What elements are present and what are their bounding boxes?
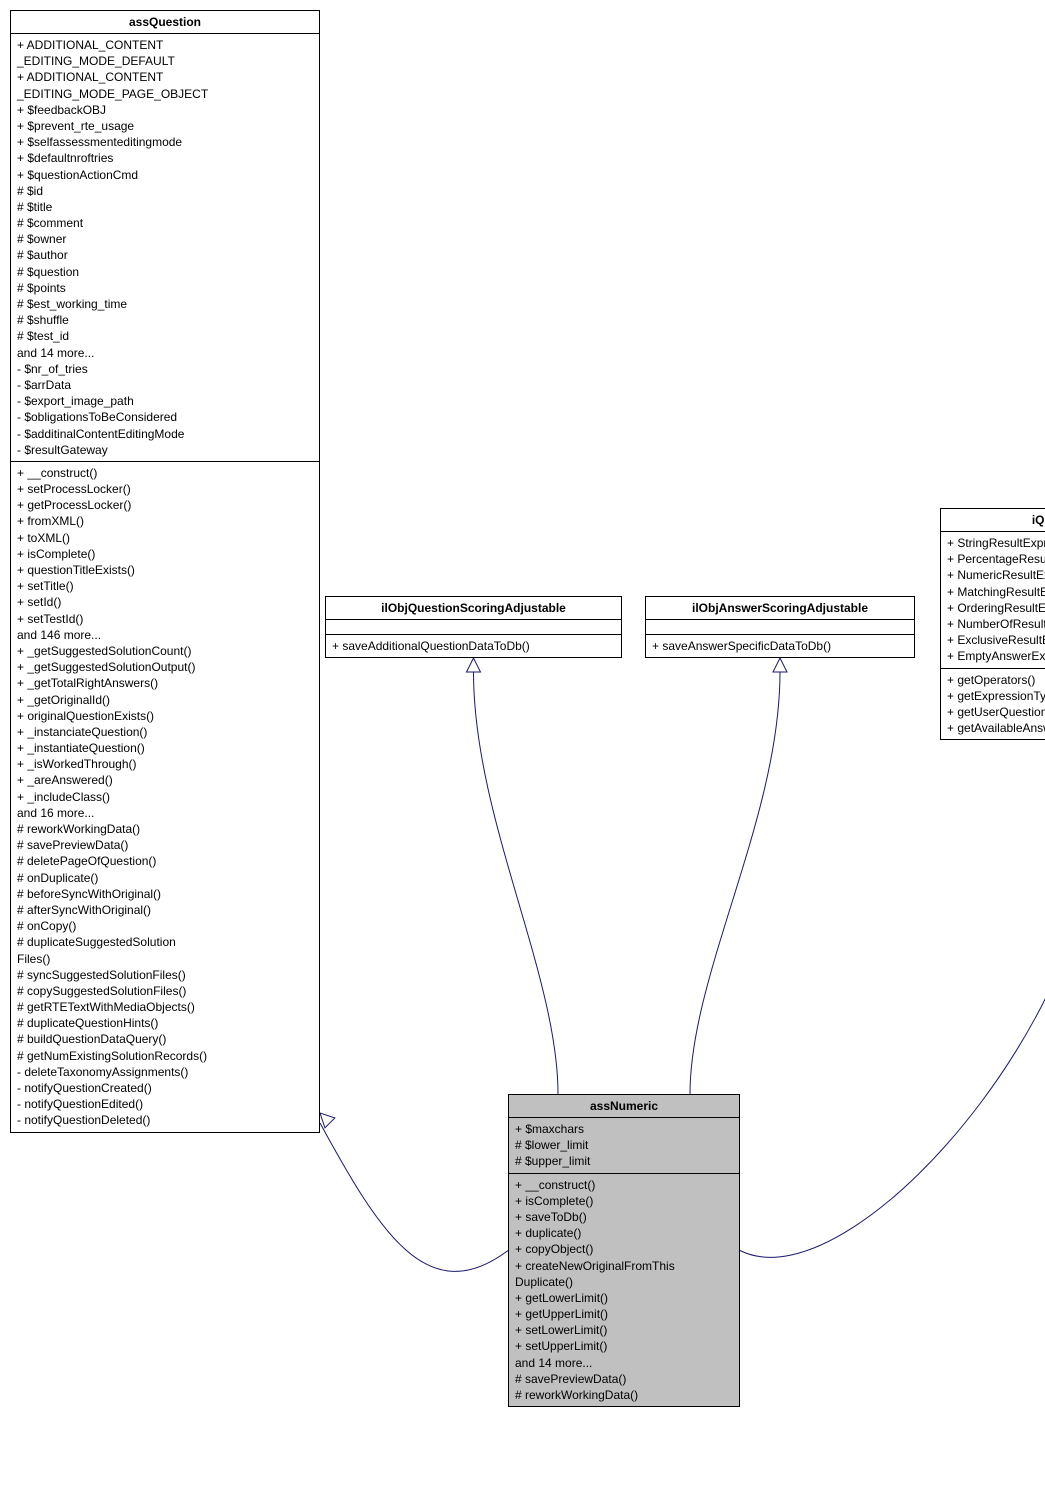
class-iQuestionCondition[interactable]: iQuestionCondition+ StringResultExpressi… — [940, 508, 1045, 740]
class-section-0 — [646, 620, 914, 635]
class-assQuestion[interactable]: assQuestion+ ADDITIONAL_CONTENT _EDITING… — [10, 10, 320, 1133]
class-ilObjAnswerScoringAdjustable[interactable]: ilObjAnswerScoringAdjustable + saveAnswer… — [645, 596, 915, 658]
class-section-0 — [326, 620, 621, 635]
class-section-1: + getOperators() + getExpressionTypes() … — [941, 669, 1045, 740]
class-ilObjQuestionScoringAdjustable[interactable]: ilObjQuestionScoringAdjustable + saveAddi… — [325, 596, 622, 658]
class-title: ilObjAnswerScoringAdjustable — [646, 597, 914, 620]
class-section-0: + $maxchars # $lower_limit # $upper_limi… — [509, 1118, 739, 1174]
class-assNumeric[interactable]: assNumeric+ $maxchars # $lower_limit # $… — [508, 1094, 740, 1407]
class-title: assNumeric — [509, 1095, 739, 1118]
class-section-0: + ADDITIONAL_CONTENT _EDITING_MODE_DEFAU… — [11, 34, 319, 462]
class-title: assQuestion — [11, 11, 319, 34]
class-section-1: + __construct() + setProcessLocker() + g… — [11, 462, 319, 1132]
class-section-1: + __construct() + isComplete() + saveToD… — [509, 1174, 739, 1407]
class-section-0: + StringResultExpression + PercentageRes… — [941, 532, 1045, 669]
class-section-1: + saveAnswerSpecificDataToDb() — [646, 635, 914, 657]
uml-diagram: assQuestion+ ADDITIONAL_CONTENT _EDITING… — [0, 0, 1045, 1504]
class-title: iQuestionCondition — [941, 509, 1045, 532]
class-title: ilObjQuestionScoringAdjustable — [326, 597, 621, 620]
class-section-1: + saveAdditionalQuestionDataToDb() — [326, 635, 621, 657]
